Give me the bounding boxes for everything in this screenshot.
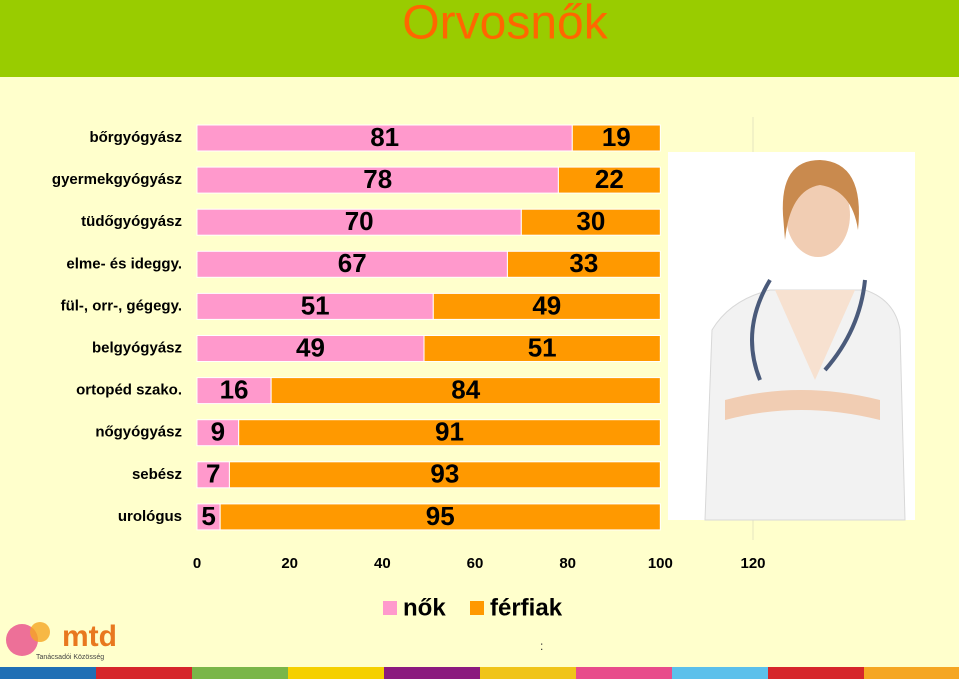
- bar-segment: [219, 503, 661, 531]
- category-label: sebész: [132, 466, 182, 483]
- data-label: 49: [532, 290, 561, 320]
- bar-segment: [228, 461, 661, 489]
- bar-segment: [270, 377, 661, 405]
- category-label: elme- és ideggy.: [66, 255, 182, 272]
- bar-segment: [571, 124, 661, 152]
- category-label: gyermekgyógyász: [52, 171, 182, 188]
- slide-title: Orvosnők: [402, 0, 608, 50]
- bar-segment: [196, 461, 230, 489]
- bar-segment: [238, 419, 661, 447]
- data-label: 22: [595, 164, 624, 194]
- category-label: ortopéd szako.: [76, 382, 182, 399]
- bar-segment: [196, 419, 240, 447]
- data-label: 95: [426, 501, 455, 531]
- bar-segment: [557, 166, 661, 194]
- x-tick-label: 0: [193, 555, 201, 572]
- data-label: 49: [296, 332, 325, 362]
- bottom-stripe: [0, 667, 959, 679]
- x-tick-label: 40: [374, 555, 391, 572]
- logo: mtd Tanácsadói Közösség: [6, 620, 117, 661]
- data-label: 16: [220, 374, 249, 404]
- x-tick-label: 60: [467, 555, 484, 572]
- data-label: 51: [528, 332, 557, 362]
- data-label: 70: [345, 206, 374, 236]
- data-label: 51: [301, 290, 330, 320]
- data-label: 91: [435, 417, 464, 447]
- data-label: 78: [363, 164, 392, 194]
- bar-segment: [506, 250, 661, 278]
- bar-segment: [196, 208, 522, 236]
- x-tick-label: 20: [281, 555, 298, 572]
- header-band: [0, 0, 959, 77]
- category-label: bőrgyógyász: [89, 129, 182, 146]
- bar-segment: [432, 292, 661, 320]
- legend-label: férfiak: [490, 594, 563, 621]
- category-label: nőgyógyász: [95, 424, 182, 441]
- data-label: 5: [201, 501, 215, 531]
- photo: [668, 152, 915, 521]
- x-tick-label: 120: [740, 555, 765, 572]
- x-tick-label: 100: [648, 555, 673, 572]
- bar-segment: [196, 292, 434, 320]
- bar-segment: [423, 335, 661, 362]
- category-label: fül-, orr-, gégegy.: [61, 297, 182, 314]
- data-label: 33: [569, 248, 598, 278]
- legend-swatch: [470, 601, 484, 615]
- data-label: 19: [602, 122, 631, 152]
- category-label: tüdőgyógyász: [81, 213, 182, 230]
- bar-segment: [196, 124, 573, 152]
- data-label: 84: [451, 374, 480, 404]
- legend-label: nők: [403, 594, 446, 621]
- data-label: 7: [206, 459, 220, 489]
- logo-subtitle: Tanácsadói Közösség: [36, 654, 104, 661]
- bar-segment: [196, 166, 559, 194]
- legend-swatch: [383, 601, 397, 615]
- logo-name: mtd: [62, 620, 117, 653]
- data-label: 67: [338, 248, 367, 278]
- bar-segment: [196, 250, 508, 278]
- category-label: urológus: [118, 508, 182, 525]
- data-label: 30: [576, 206, 605, 236]
- data-label: 9: [211, 417, 225, 447]
- bar-segment: [520, 208, 661, 236]
- category-label: belgyógyász: [92, 339, 182, 356]
- data-label: 93: [430, 459, 459, 489]
- data-label: 81: [370, 122, 399, 152]
- x-tick-label: 80: [559, 555, 576, 572]
- footnote: :: [540, 639, 543, 653]
